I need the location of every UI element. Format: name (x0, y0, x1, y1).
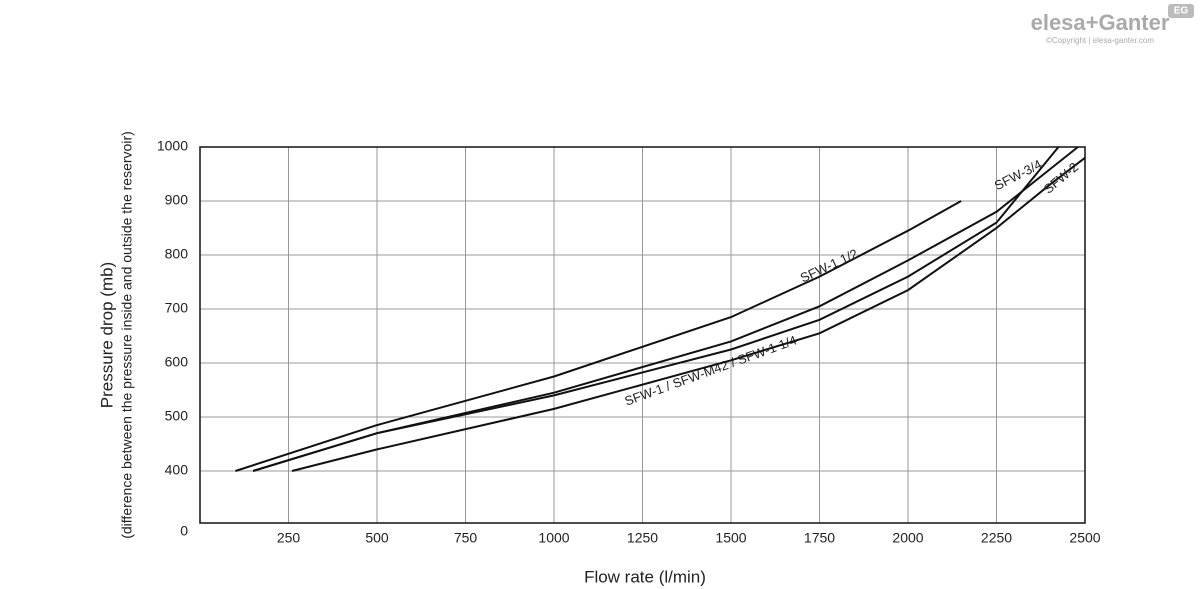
series-line (235, 200, 962, 472)
y-tick-label: 900 (165, 192, 189, 208)
x-tick-label: 1750 (804, 530, 835, 546)
x-tick-label: 1250 (627, 530, 658, 546)
x-axis-label: Flow rate (l/min) (584, 567, 706, 586)
y-tick-label: 800 (165, 246, 189, 262)
x-tick-label: 2500 (1069, 530, 1100, 546)
y-tick-label: 0 (180, 523, 188, 539)
x-tick-label: 500 (365, 530, 389, 546)
x-tick-label: 2250 (981, 530, 1012, 546)
series-line (252, 146, 1060, 472)
x-tick-label: 750 (454, 530, 478, 546)
x-tick-label: 1000 (538, 530, 569, 546)
brand-name: elesa+Ganter (1031, 10, 1170, 35)
series-label: SFW-2 (1041, 159, 1081, 196)
y-tick-label: 500 (165, 408, 189, 424)
y-tick-label: 400 (165, 462, 189, 478)
x-tick-label: 2000 (892, 530, 923, 546)
y-axis-sublabel: (difference between the pressure inside … (119, 131, 135, 539)
brand-badge: EG (1174, 6, 1189, 17)
y-tick-label: 600 (165, 354, 189, 370)
series-line (291, 157, 1086, 472)
brand-badge-box (1168, 4, 1194, 18)
y-tick-label: 1000 (157, 138, 188, 154)
brand-copyright: ©Copyright | elesa-ganter.com (1046, 36, 1154, 45)
x-tick-label: 250 (277, 530, 301, 546)
y-tick-label: 700 (165, 300, 189, 316)
y-axis-label: Pressure drop (mb) (97, 262, 116, 408)
plot-frame (199, 146, 1086, 524)
series-label: SFW-1 1/2 (798, 246, 860, 286)
x-tick-label: 1500 (715, 530, 746, 546)
